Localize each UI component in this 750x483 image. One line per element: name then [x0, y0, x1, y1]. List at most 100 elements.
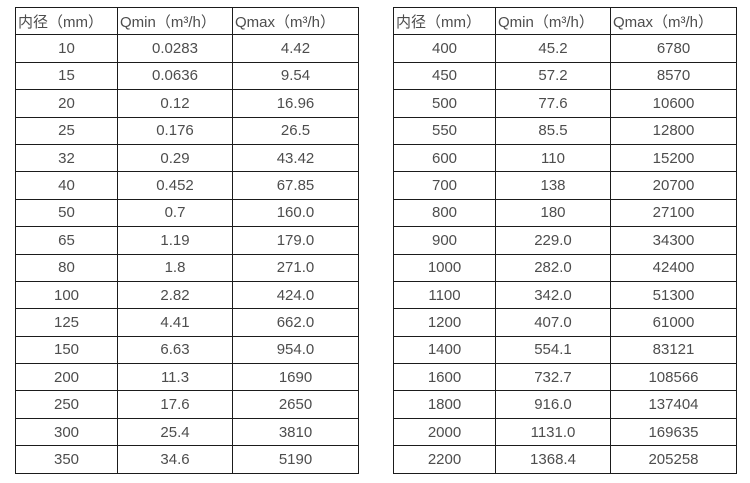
table-cell: 0.452: [117, 171, 233, 200]
table-cell: 205258: [610, 445, 737, 474]
table-cell: 57.2: [495, 61, 611, 91]
table-cell: 20: [15, 89, 118, 118]
table-cell: 43.42: [232, 143, 359, 173]
table-cell: 80: [15, 253, 118, 282]
table-cell: 15200: [610, 143, 737, 173]
table-cell: 424.0: [232, 280, 359, 310]
table-cell: 900: [393, 226, 496, 255]
table-row: 300 25.4 3810: [15, 417, 359, 447]
table-cell: 9.54: [232, 61, 359, 91]
table-cell: 0.0636: [117, 61, 233, 91]
table-cell: 200: [15, 363, 118, 392]
table-cell: 1800: [393, 390, 496, 419]
table-cell: 2000: [393, 417, 496, 447]
table-cell: 51300: [610, 280, 737, 310]
table-row: 125 4.41 662.0: [15, 308, 359, 337]
table-cell: 65: [15, 226, 118, 255]
table-cell: 10: [15, 34, 118, 63]
table-cell: 229.0: [495, 226, 611, 255]
table-cell: 4.41: [117, 308, 233, 337]
table-cell: 1600: [393, 363, 496, 392]
table-cell: 26.5: [232, 116, 359, 145]
table-cell: 0.7: [117, 198, 233, 228]
table-row: 500 77.6 10600: [393, 89, 737, 118]
table-row: 50 0.7 160.0: [15, 198, 359, 228]
table-cell: 1100: [393, 280, 496, 310]
table-row: 200 11.3 1690: [15, 363, 359, 392]
table-cell: 550: [393, 116, 496, 145]
table-row: 550 85.5 12800: [393, 116, 737, 145]
table-cell: 700: [393, 171, 496, 200]
table-row: 1600 732.7 108566: [393, 363, 737, 392]
table-cell: 0.12: [117, 89, 233, 118]
table-cell: 1400: [393, 335, 496, 365]
table-row: 400 45.2 6780: [393, 34, 737, 63]
table-cell: 15: [15, 61, 118, 91]
table-cell: 138: [495, 171, 611, 200]
table-cell: 8570: [610, 61, 737, 91]
table-cell: 1690: [232, 363, 359, 392]
table-row: 20 0.12 16.96: [15, 89, 359, 118]
table-cell: 77.6: [495, 89, 611, 118]
table-cell: 1368.4: [495, 445, 611, 474]
table-cell: 350: [15, 445, 118, 474]
table-cell: 32: [15, 143, 118, 173]
table-cell: 1131.0: [495, 417, 611, 447]
table-row: 800 180 27100: [393, 198, 737, 228]
table-row: 700 138 20700: [393, 171, 737, 200]
table-row: 1200 407.0 61000: [393, 308, 737, 337]
table-cell: 137404: [610, 390, 737, 419]
table-cell: 500: [393, 89, 496, 118]
header-qmin: Qmin（m³/h）: [495, 6, 611, 36]
table-cell: 50: [15, 198, 118, 228]
table-row: 80 1.8 271.0: [15, 253, 359, 282]
table-row: 1000 282.0 42400: [393, 253, 737, 282]
table-row: 10 0.0283 4.42: [15, 34, 359, 63]
table-header-row: 内径（mm） Qmin（m³/h） Qmax（m³/h）: [15, 6, 359, 36]
table-cell: 800: [393, 198, 496, 228]
flow-rate-table-small-diameter: 内径（mm） Qmin（m³/h） Qmax（m³/h） 10 0.0283 4.4…: [15, 6, 359, 474]
table-cell: 11.3: [117, 363, 233, 392]
table-cell: 2650: [232, 390, 359, 419]
table-cell: 169635: [610, 417, 737, 447]
table-cell: 954.0: [232, 335, 359, 365]
table-cell: 180: [495, 198, 611, 228]
header-qmax: Qmax（m³/h）: [232, 6, 359, 36]
table-cell: 179.0: [232, 226, 359, 255]
table-cell: 110: [495, 143, 611, 173]
table-row: 450 57.2 8570: [393, 61, 737, 91]
table-cell: 34300: [610, 226, 737, 255]
header-inner-diameter: 内径（mm）: [393, 6, 496, 36]
table-row: 900 229.0 34300: [393, 226, 737, 255]
table-cell: 0.176: [117, 116, 233, 145]
table-cell: 100: [15, 280, 118, 310]
table-cell: 25.4: [117, 417, 233, 447]
table-cell: 2200: [393, 445, 496, 474]
table-cell: 732.7: [495, 363, 611, 392]
table-cell: 4.42: [232, 34, 359, 63]
table-cell: 61000: [610, 308, 737, 337]
header-inner-diameter: 内径（mm）: [15, 6, 118, 36]
table-row: 2200 1368.4 205258: [393, 445, 737, 474]
table-cell: 160.0: [232, 198, 359, 228]
table-cell: 16.96: [232, 89, 359, 118]
table-cell: 6.63: [117, 335, 233, 365]
table-cell: 125: [15, 308, 118, 337]
header-qmax: Qmax（m³/h）: [610, 6, 737, 36]
table-cell: 400: [393, 34, 496, 63]
table-cell: 282.0: [495, 253, 611, 282]
table-cell: 34.6: [117, 445, 233, 474]
table-cell: 0.0283: [117, 34, 233, 63]
table-row: 1400 554.1 83121: [393, 335, 737, 365]
table-cell: 916.0: [495, 390, 611, 419]
table-cell: 85.5: [495, 116, 611, 145]
table-cell: 1.19: [117, 226, 233, 255]
table-body: 400 45.2 6780 450 57.2 8570 500 77.6 10600 550 85.…: [393, 34, 737, 474]
table-row: 350 34.6 5190: [15, 445, 359, 474]
table-row: 40 0.452 67.85: [15, 171, 359, 200]
table-cell: 554.1: [495, 335, 611, 365]
table-cell: 150: [15, 335, 118, 365]
table-cell: 300: [15, 417, 118, 447]
table-cell: 2.82: [117, 280, 233, 310]
